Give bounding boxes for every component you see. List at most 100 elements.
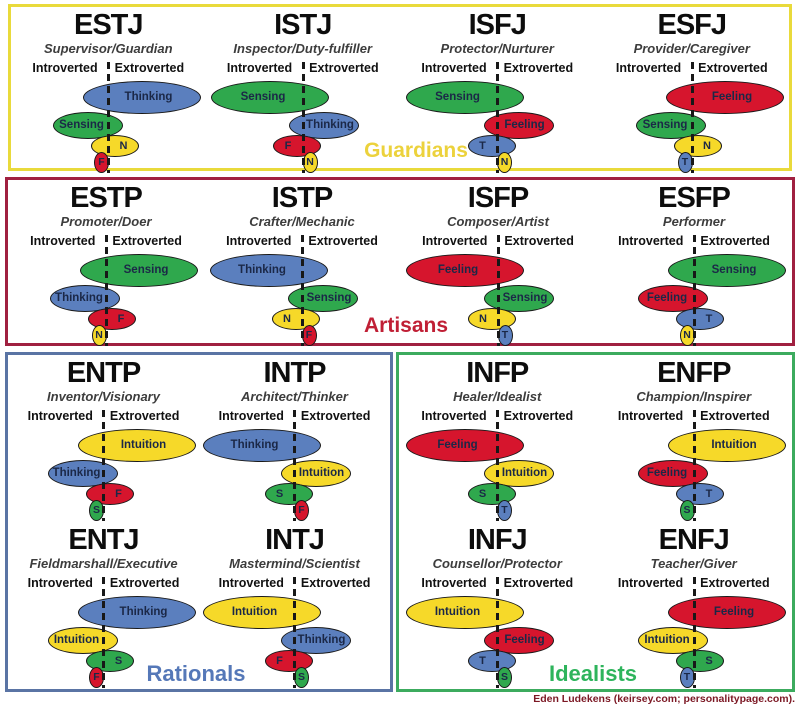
axis-label-extroverted: Extroverted — [503, 409, 574, 423]
function-label: Intuition — [644, 634, 690, 646]
function-ellipse-feeling-icon — [483, 111, 554, 139]
axis-labels: Introverted Extroverted — [199, 409, 390, 423]
group-cells-rationals: ENTP Inventor/Visionary Introverted Extrove… — [8, 355, 390, 689]
function-label: Feeling — [504, 119, 545, 131]
axis-labels: Introverted Extroverted — [8, 234, 204, 248]
function-ellipse-feeling-icon — [406, 253, 524, 287]
type-cell-entp: ENTP Inventor/Visionary Introverted Extrove… — [8, 355, 199, 522]
function-ellipse-intuition-icon — [47, 626, 118, 654]
function-ellipse-sensing-icon — [211, 80, 329, 114]
axis-label-introverted: Introverted — [226, 234, 292, 248]
type-subtitle: Fieldmarshall/Executive — [29, 556, 178, 571]
introvert-extrovert-divider-line — [301, 62, 305, 173]
function-diagram: Introverted Extroverted Feeling Sensing N T — [400, 234, 596, 346]
type-subtitle: Protector/Nurturer — [440, 41, 554, 56]
credit-text: Eden Ludekens (keirsey.com; personalityp… — [533, 693, 795, 705]
axis-labels: Introverted Extroverted — [206, 61, 401, 75]
type-cell-istj: ISTJ Inspector/Duty-fulfiller Introverted E… — [206, 7, 401, 173]
type-title: ESTP — [70, 182, 143, 214]
introvert-extrovert-divider-line — [496, 410, 499, 521]
function-label: Thinking — [55, 292, 103, 304]
function-label: N — [95, 329, 103, 341]
function-ellipse-sensing-icon — [668, 253, 786, 287]
axis-label-extroverted: Extroverted — [503, 576, 574, 590]
function-diagram: Introverted Extroverted Intuition Feeling T S — [596, 409, 793, 521]
function-ellipse-intuition-icon — [668, 428, 786, 462]
axis-labels: Introverted Extroverted — [400, 234, 596, 248]
function-diagram: Introverted Extroverted Thinking Sensing N F — [11, 61, 206, 173]
axis-label-introverted: Introverted — [422, 234, 488, 248]
axis-label-introverted: Introverted — [218, 409, 284, 423]
function-diagram: Introverted Extroverted Intuition Thinking F… — [8, 409, 199, 521]
axis-labels: Introverted Extroverted — [595, 61, 790, 75]
axis-label-introverted: Introverted — [27, 576, 93, 590]
introvert-extrovert-divider-line — [102, 577, 105, 688]
type-cell-estj: ESTJ Supervisor/Guardian Introverted Extrov… — [11, 7, 206, 173]
function-ellipse-sensing-icon — [52, 111, 123, 139]
function-label: Sensing — [642, 119, 688, 131]
axis-label-extroverted: Extroverted — [308, 234, 378, 248]
function-ellipse-sensing-icon — [80, 253, 198, 287]
type-title: ENFP — [657, 357, 731, 389]
type-title: INTJ — [265, 524, 325, 556]
type-subtitle: Composer/Artist — [447, 214, 549, 229]
function-ellipse-thinking-icon — [289, 111, 359, 139]
introvert-extrovert-divider-line — [496, 62, 499, 173]
introvert-extrovert-divider-line — [300, 235, 304, 346]
type-subtitle: Crafter/Mechanic — [249, 214, 355, 229]
function-label: S — [297, 671, 306, 683]
group-cells-artisans: ESTP Promoter/Doer Introverted Extroverted S… — [8, 180, 792, 346]
type-subtitle: Promoter/Doer — [60, 214, 152, 229]
introvert-extrovert-divider-line — [496, 235, 500, 346]
function-label: Sensing — [502, 292, 548, 304]
function-label: Feeling — [713, 606, 755, 618]
function-ellipse-thinking-icon — [82, 80, 201, 114]
axis-labels: Introverted Extroverted — [596, 234, 792, 248]
function-label: Intuition — [231, 606, 278, 618]
type-subtitle: Inspector/Duty-fulfiller — [233, 41, 373, 56]
function-label: N — [479, 313, 487, 325]
introvert-extrovert-divider-line — [293, 410, 296, 521]
introvert-extrovert-divider-line — [692, 577, 696, 688]
axis-label-extroverted: Extroverted — [109, 576, 180, 590]
type-title: ESFP — [658, 182, 731, 214]
function-label: F — [284, 140, 292, 152]
function-label: Intuition — [298, 467, 345, 479]
type-cell-estp: ESTP Promoter/Doer Introverted Extroverted S… — [8, 180, 204, 346]
axis-label-extroverted: Extroverted — [309, 61, 379, 75]
function-diagram: Introverted Extroverted Feeling Intuition S T — [399, 409, 596, 521]
axis-labels: Introverted Extroverted — [596, 576, 793, 590]
function-label: F — [115, 488, 122, 500]
type-cell-infp: INFP Healer/Idealist Introverted Extroverte… — [399, 355, 596, 522]
function-label: Thinking — [297, 634, 346, 646]
type-title: ISTJ — [274, 9, 332, 41]
axis-label-introverted: Introverted — [421, 576, 487, 590]
function-label: N — [683, 329, 691, 341]
axis-label-extroverted: Extroverted — [700, 409, 770, 423]
function-ellipse-sensing-icon — [484, 284, 554, 312]
introvert-extrovert-divider-line — [692, 235, 696, 346]
axis-label-extroverted: Extroverted — [700, 234, 770, 248]
function-diagram: Introverted Extroverted Sensing Thinking F N — [8, 234, 204, 346]
type-title: ISFJ — [468, 9, 527, 41]
function-ellipse-intuition-icon — [280, 459, 351, 487]
group-label-guardians: Guardians — [364, 139, 468, 162]
group-box-rationals: ENTP Inventor/Visionary Introverted Extrove… — [5, 352, 393, 692]
function-diagram: Introverted Extroverted Thinking Sensing N F — [204, 234, 400, 346]
function-label: F — [93, 671, 100, 683]
type-title: ISFP — [467, 182, 529, 214]
function-ellipse-thinking-icon — [77, 595, 196, 629]
function-label: Thinking — [238, 264, 286, 276]
function-label: Feeling — [504, 634, 545, 646]
axis-label-introverted: Introverted — [618, 234, 684, 248]
function-label: S — [683, 504, 691, 516]
type-title: ENTP — [66, 357, 141, 389]
type-title: ENTJ — [68, 524, 139, 556]
function-label: Intuition — [53, 634, 100, 646]
axis-label-introverted: Introverted — [32, 61, 98, 75]
type-subtitle: Healer/Idealist — [453, 389, 542, 404]
group-box-guardians: ESTJ Supervisor/Guardian Introverted Extrov… — [8, 4, 792, 173]
type-cell-intj: INTJ Mastermind/Scientist Introverted Extro… — [199, 522, 390, 689]
function-label: F — [298, 504, 305, 516]
function-label: T — [705, 313, 713, 325]
